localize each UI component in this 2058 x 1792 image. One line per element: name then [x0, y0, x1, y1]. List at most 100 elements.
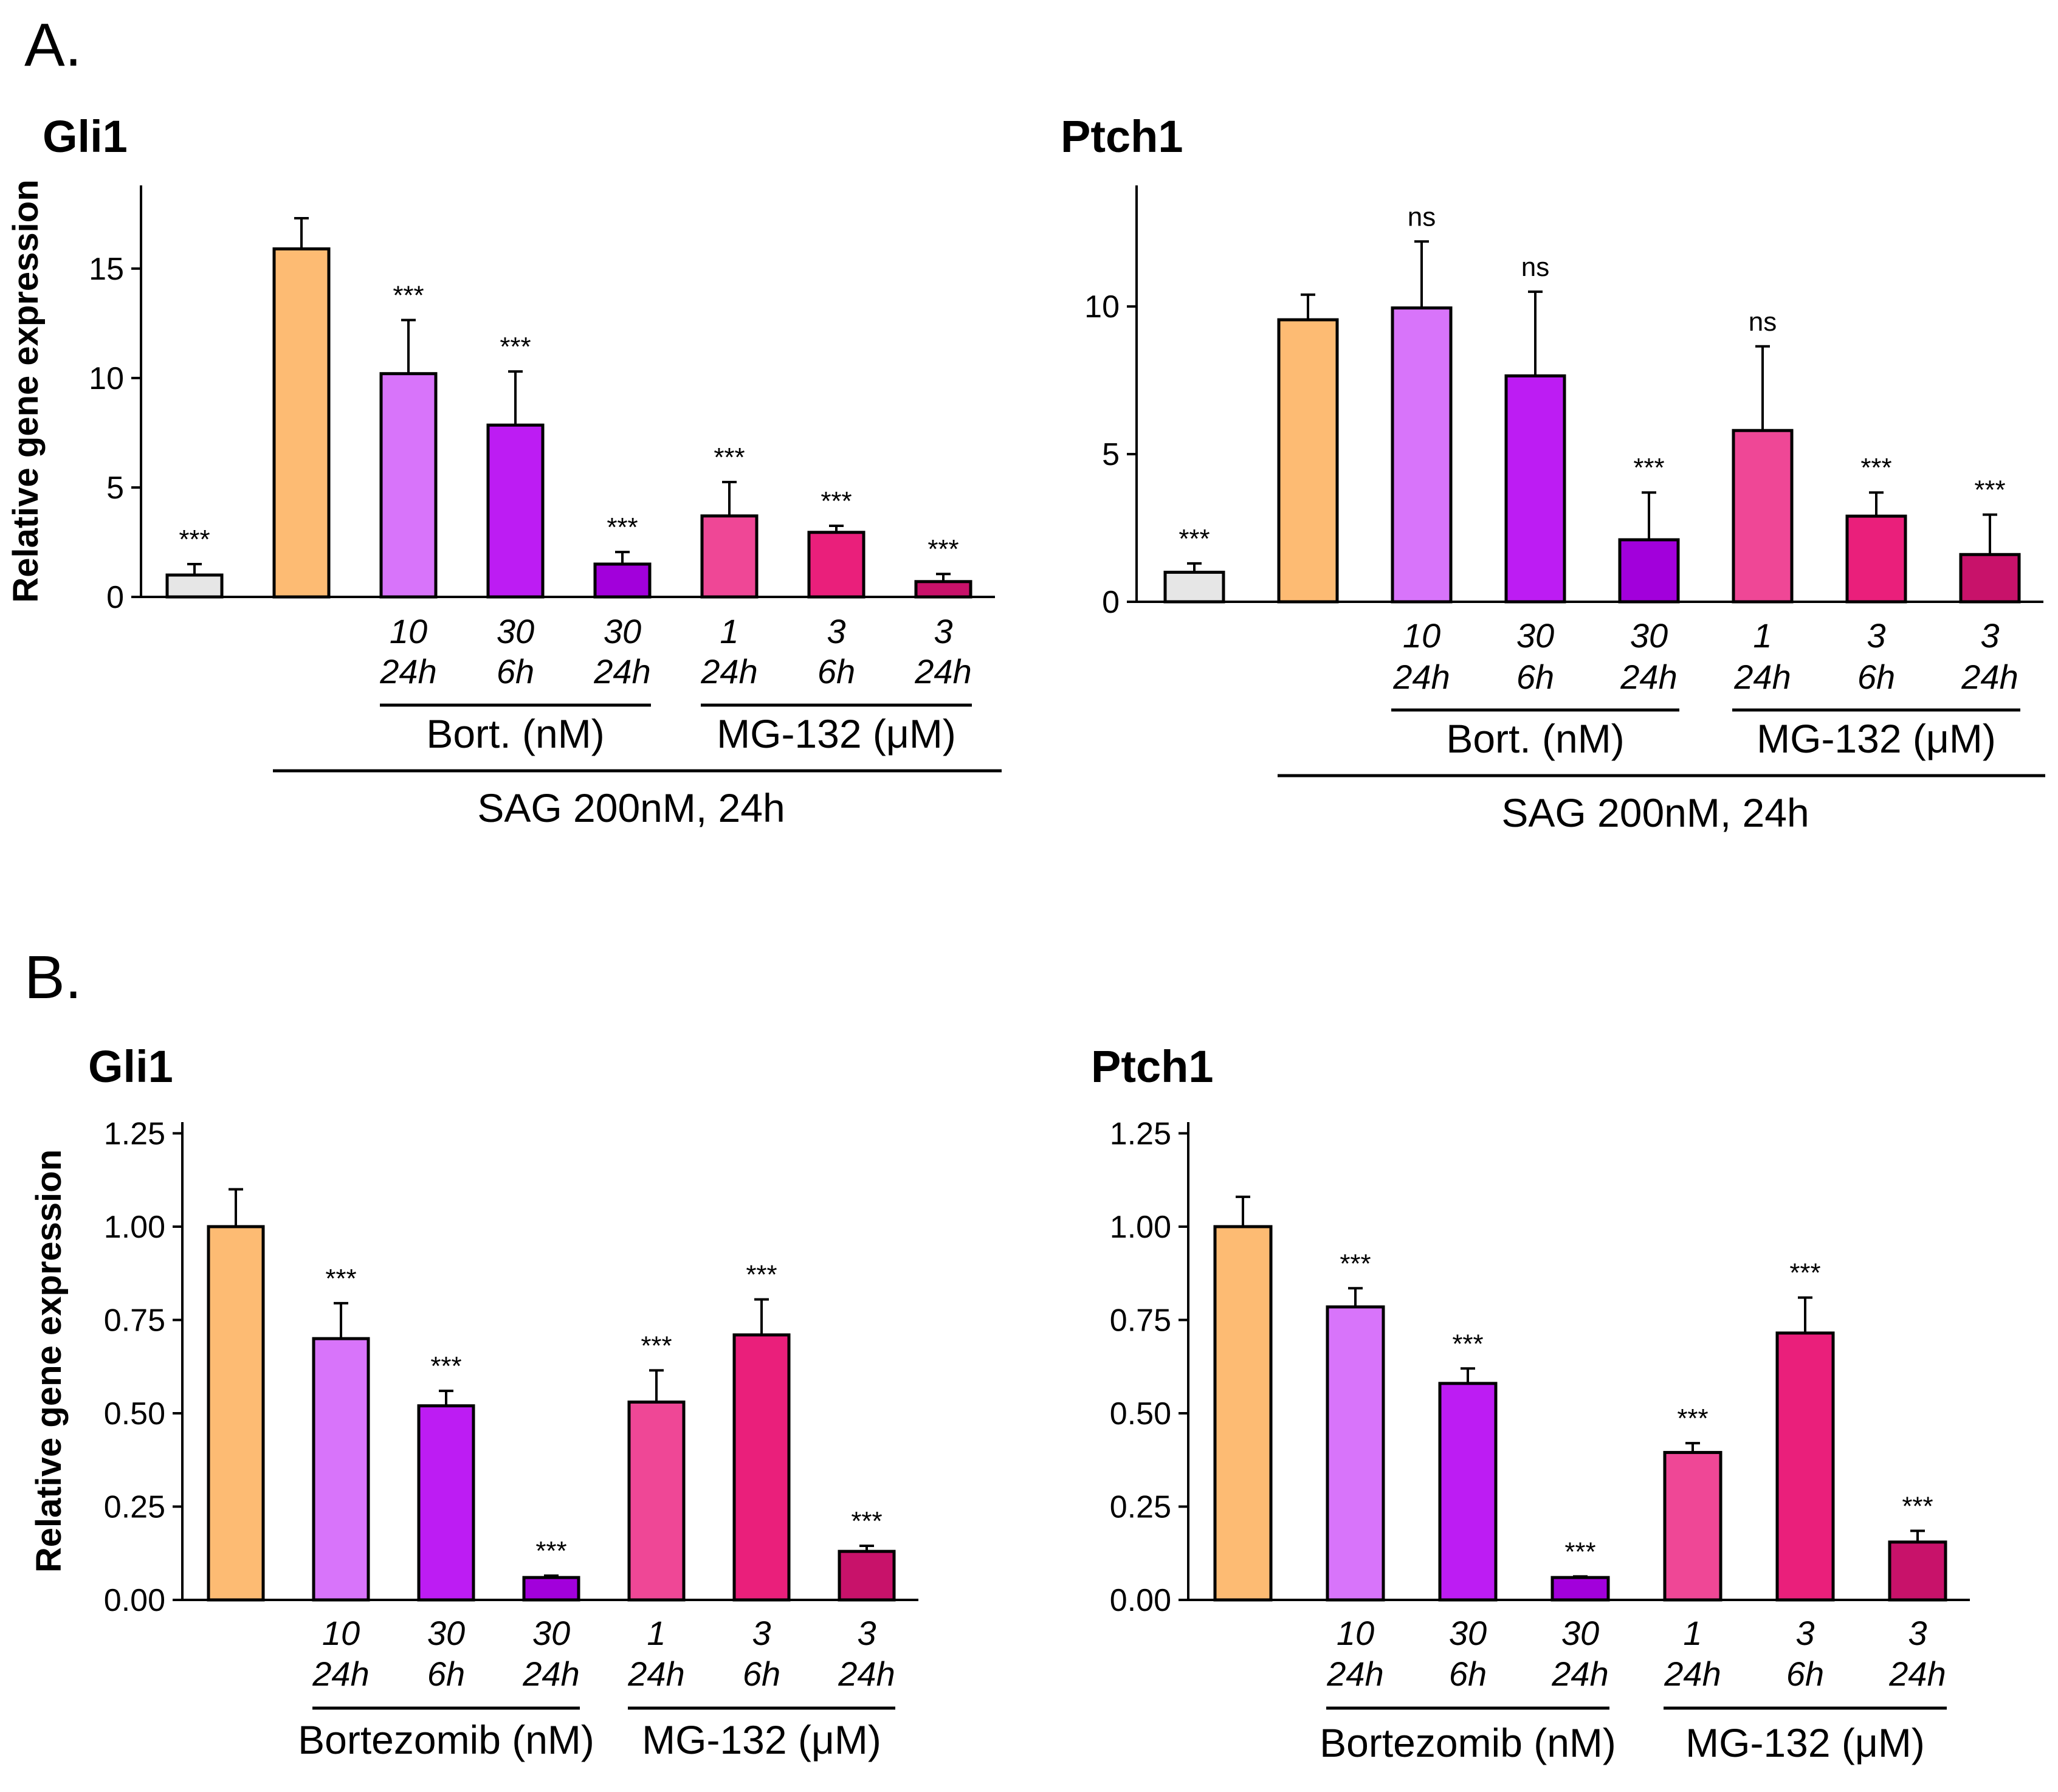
- y-tick-label: 0.00: [1110, 1583, 1171, 1618]
- bar: [1845, 514, 1907, 604]
- x-tick-dose: 30: [427, 1614, 465, 1652]
- x-tick-time: 24h: [627, 1655, 684, 1693]
- x-tick-time: 24h: [312, 1655, 369, 1693]
- chart-2: Ptch10510***ns1024hns306h***3024hns124h*…: [1061, 111, 2045, 835]
- bar: [379, 372, 438, 599]
- group-label: MG-132 (μM): [1685, 1720, 1925, 1765]
- significance-ns: ns: [1749, 307, 1777, 337]
- y-tick-label: 0.50: [1110, 1396, 1171, 1432]
- x-tick-time: 24h: [1620, 658, 1677, 696]
- y-tick-label: 0.50: [104, 1396, 165, 1432]
- y-tick-label: 0.25: [1110, 1489, 1171, 1525]
- significance-stars: ***: [500, 332, 531, 362]
- chart-title: Gli1: [43, 111, 128, 162]
- significance-ns: ns: [1521, 252, 1549, 282]
- x-tick-time: 24h: [522, 1655, 579, 1693]
- bar: [486, 423, 545, 599]
- x-tick-dose: 30: [604, 612, 641, 650]
- x-tick-time: 6h: [1786, 1655, 1824, 1693]
- significance-stars: ***: [851, 1506, 882, 1536]
- x-tick-time: 6h: [427, 1655, 465, 1693]
- significance-ns: ns: [1408, 202, 1436, 232]
- significance-stars: ***: [1860, 453, 1891, 483]
- bar: [1438, 1382, 1498, 1602]
- bar: [1618, 538, 1680, 604]
- x-tick-time: 24h: [1888, 1655, 1946, 1693]
- x-tick-dose: 30: [1516, 616, 1554, 655]
- significance-stars: ***: [325, 1264, 356, 1294]
- x-tick-time: 6h: [497, 652, 534, 691]
- group-label: MG-132 (μM): [1757, 716, 1996, 761]
- bar: [732, 1333, 791, 1602]
- significance-stars: ***: [1340, 1249, 1371, 1278]
- significance-stars: ***: [1902, 1491, 1933, 1521]
- bar: [914, 580, 972, 599]
- x-tick-dose: 1: [1753, 616, 1772, 655]
- x-tick-dose: 3: [827, 612, 845, 650]
- x-tick-dose: 1: [647, 1614, 666, 1652]
- y-tick-label: 0.00: [104, 1583, 165, 1618]
- y-tick-label: 1.00: [1110, 1210, 1171, 1245]
- bar: [207, 1225, 265, 1602]
- group-label: MG-132 (μM): [642, 1717, 881, 1762]
- y-tick-label: 5: [1102, 437, 1120, 472]
- group-label: Bortezomib (nM): [1320, 1720, 1616, 1765]
- x-tick-time: 6h: [1449, 1655, 1487, 1693]
- x-tick-time: 24h: [379, 652, 436, 691]
- chart-title: Ptch1: [1061, 111, 1183, 162]
- significance-stars: ***: [430, 1351, 461, 1381]
- x-tick-dose: 3: [1908, 1614, 1927, 1652]
- significance-stars: ***: [535, 1536, 566, 1566]
- bar: [700, 514, 759, 599]
- y-tick-label: 0.25: [104, 1489, 165, 1525]
- bar: [1277, 318, 1339, 604]
- bar: [1504, 374, 1566, 604]
- significance-stars: ***: [1974, 475, 2005, 505]
- chart-4: Ptch1 0.00 0.25 0.50 0.75 1.00 1.25 *** 10 24h ***…: [1091, 1041, 1970, 1765]
- x-tick-dose: 30: [497, 612, 534, 650]
- bar: [627, 1401, 686, 1602]
- significance-stars: ***: [927, 534, 958, 564]
- y-tick-label: 0.75: [1110, 1303, 1171, 1338]
- y-tick-label: 1.25: [1110, 1116, 1171, 1151]
- x-tick-dose: 10: [1403, 616, 1440, 655]
- x-tick-dose: 30: [1561, 1614, 1599, 1652]
- chart-1: Gli1 Relative gene expression 0 5 10 15 *** ***…: [6, 111, 1002, 830]
- significance-stars: ***: [393, 280, 424, 310]
- x-tick-time: 6h: [1857, 658, 1895, 696]
- significance-stars: ***: [1452, 1329, 1483, 1359]
- bar: [165, 573, 224, 599]
- significance-stars: ***: [1633, 453, 1664, 483]
- x-tick-dose: 30: [1630, 616, 1668, 655]
- x-tick-time: 24h: [1392, 658, 1450, 696]
- y-tick-label: 15: [89, 252, 124, 287]
- panel-letter-b: B.: [24, 943, 81, 1011]
- significance-stars: ***: [746, 1260, 777, 1290]
- bar: [1663, 1450, 1722, 1602]
- bar: [522, 1576, 580, 1602]
- x-tick-time: 24h: [700, 652, 757, 691]
- x-tick-time: 24h: [1961, 658, 2018, 696]
- group-label: MG-132 (μM): [717, 711, 956, 756]
- group-label: Bortezomib (nM): [298, 1717, 594, 1762]
- chart-title: Ptch1: [1091, 1041, 1214, 1092]
- x-tick-time: 24h: [914, 652, 971, 691]
- x-tick-dose: 3: [934, 612, 952, 650]
- bar: [807, 531, 866, 599]
- y-tick-label: 1.25: [104, 1116, 165, 1151]
- significance-stars: ***: [1677, 1404, 1708, 1433]
- y-tick-label: 0.75: [104, 1303, 165, 1338]
- x-tick-time: 24h: [1733, 658, 1791, 696]
- significance-stars: ***: [821, 486, 852, 516]
- bar: [312, 1337, 370, 1602]
- y-tick-label: 1.00: [104, 1210, 165, 1245]
- panel-letter-a: A.: [24, 11, 81, 79]
- x-tick-dose: 10: [1337, 1614, 1374, 1652]
- significance-stars: ***: [1789, 1258, 1820, 1288]
- y-tick-label: 10: [1084, 289, 1120, 325]
- bar: [417, 1404, 475, 1602]
- significance-stars: ***: [179, 525, 210, 554]
- x-tick-dose: 1: [1683, 1614, 1702, 1652]
